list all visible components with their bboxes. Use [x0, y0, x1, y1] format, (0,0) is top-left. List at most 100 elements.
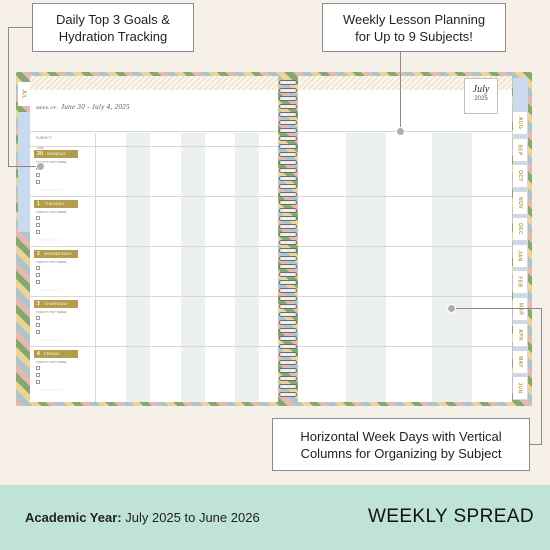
hydration-tracker[interactable]: ○ ○ ○ ○ ○ ○ ○ ○: [36, 188, 64, 192]
month-tab-feb[interactable]: FEB: [513, 270, 528, 294]
goal-checkbox[interactable]: [36, 216, 40, 220]
subject-label: SUBJECT: [36, 136, 52, 140]
spiral-coil: [279, 184, 297, 189]
lessons-dot: [396, 127, 405, 136]
goal-checkbox[interactable]: [36, 316, 40, 320]
month-tab-nov[interactable]: NOV: [513, 190, 528, 215]
goal-checkbox[interactable]: [36, 173, 40, 177]
day-column-divider: [95, 133, 96, 402]
spiral-coil: [279, 224, 297, 229]
day-row: 3 THURSDAY TODAY'S TOP THREE ○ ○ ○ ○ ○ ○ ○ …: [30, 296, 278, 346]
week-range: June 30 - July 4, 2025: [60, 103, 130, 111]
goal-checkbox[interactable]: [36, 180, 40, 184]
day-name: MONDAY: [47, 151, 67, 156]
goal-checkbox[interactable]: [36, 373, 40, 377]
month-tab-oct[interactable]: OCT: [513, 164, 528, 188]
spiral-coil: [279, 264, 297, 269]
spiral-coil: [279, 368, 297, 373]
goal-checkbox[interactable]: [36, 230, 40, 234]
month-tab-label: APR: [516, 329, 523, 341]
day-number: 1: [37, 201, 41, 207]
day-divider: [298, 296, 512, 297]
week-of-label: WEEK OF: June 30 - July 4, 2025: [36, 103, 130, 111]
subject-column: [432, 133, 472, 402]
goal-checkbox[interactable]: [36, 380, 40, 384]
month-tab-jun[interactable]: JUN: [513, 376, 528, 400]
page-header-hatch: [298, 76, 512, 90]
goal-checkbox[interactable]: [36, 280, 40, 284]
footer-band: Academic Year: July 2025 to June 2026 WE…: [0, 485, 550, 550]
hydration-tracker[interactable]: ○ ○ ○ ○ ○ ○ ○ ○: [36, 288, 64, 292]
day-number: 4: [37, 351, 41, 357]
spiral-coil: [279, 304, 297, 309]
lessons-callout: Weekly Lesson Planning for Up to 9 Subje…: [322, 3, 506, 52]
spiral-coil: [279, 136, 297, 141]
goal-checkbox[interactable]: [36, 330, 40, 334]
month-tab-label: NOV: [516, 196, 523, 209]
month-tab-apr[interactable]: APR: [513, 323, 528, 347]
month-tab-jan[interactable]: JAN: [513, 243, 528, 268]
spiral-coil: [279, 208, 297, 213]
spiral-coil: [279, 336, 297, 341]
week-leader-h2: [530, 444, 542, 445]
goal-checkbox[interactable]: [36, 366, 40, 370]
spiral-coil: [279, 96, 297, 101]
day-badge: 3 THURSDAY: [34, 300, 78, 308]
goals-label: TODAY'S TOP THREE: [36, 160, 67, 164]
spiral-coil: [279, 192, 297, 197]
goal-checkbox[interactable]: [36, 223, 40, 227]
academic-year: Academic Year: July 2025 to June 2026: [25, 510, 260, 525]
month-tab-aug[interactable]: AUG: [513, 111, 528, 135]
day-name: TUESDAY: [44, 201, 65, 206]
week-callout-line2: Columns for Organizing by Subject: [300, 445, 502, 461]
day-number: 3: [37, 301, 41, 307]
spiral-coil: [279, 280, 297, 285]
day-number: 2: [37, 251, 41, 257]
spiral-coil: [279, 128, 297, 133]
month-tab-dec[interactable]: DEC: [513, 217, 528, 241]
goal-checkbox[interactable]: [36, 266, 40, 270]
month-tab-sep[interactable]: SEP: [513, 137, 528, 162]
spiral-coil: [279, 256, 297, 261]
left-page: WEEK OF: June 30 - July 4, 2025 SUBJECT T…: [30, 76, 278, 402]
month-tab-label: JUN: [516, 382, 523, 394]
spiral-coil: [279, 152, 297, 157]
subject-column: [235, 133, 259, 402]
academic-year-label: Academic Year:: [25, 510, 122, 525]
month-tab-label: AUG: [517, 116, 523, 130]
goal-checkbox[interactable]: [36, 273, 40, 277]
week-dot: [447, 304, 456, 313]
day-name: THURSDAY: [44, 301, 69, 306]
hydration-tracker[interactable]: ○ ○ ○ ○ ○ ○ ○ ○: [36, 238, 64, 242]
week-callout-line1: Horizontal Week Days with Vertical: [300, 428, 502, 444]
day-row: 30 MONDAY TODAY'S TOP THREE ○ ○ ○ ○ ○ ○ ○ ○: [30, 146, 278, 196]
goals-label: TODAY'S TOP THREE: [36, 360, 67, 364]
spiral-coil: [279, 272, 297, 277]
spiral-coil: [279, 312, 297, 317]
spiral-coil: [279, 240, 297, 245]
goals-callout-line2: Hydration Tracking: [58, 28, 168, 44]
subject-column: [181, 133, 205, 402]
header-divider: [298, 131, 512, 132]
hydration-tracker[interactable]: ○ ○ ○ ○ ○ ○ ○ ○: [36, 388, 64, 392]
subject-column: [346, 133, 386, 402]
month-tab-label: SEP: [517, 143, 523, 156]
spiral-coil: [279, 248, 297, 253]
goals-leader-h2: [8, 166, 40, 167]
goal-checkbox[interactable]: [36, 323, 40, 327]
page-header-hatch: [30, 76, 278, 90]
subject-column: [126, 133, 150, 402]
spiral-coil: [279, 120, 297, 125]
spiral-coil: [279, 168, 297, 173]
spiral-coil: [279, 392, 297, 397]
spiral-coil: [279, 328, 297, 333]
goals-dot: [36, 162, 45, 171]
hydration-tracker[interactable]: ○ ○ ○ ○ ○ ○ ○ ○: [36, 338, 64, 342]
day-name: WEDNESDAY: [44, 251, 73, 256]
day-badge: 2 WEDNESDAY: [34, 250, 78, 258]
goals-label: TODAY'S TOP THREE: [36, 310, 67, 314]
day-divider: [298, 346, 512, 347]
month-tab-may[interactable]: MAY: [513, 349, 528, 374]
day-row: 1 TUESDAY TODAY'S TOP THREE ○ ○ ○ ○ ○ ○ ○ ○: [30, 196, 278, 246]
day-badge: 4 FRIDAY: [34, 350, 78, 358]
